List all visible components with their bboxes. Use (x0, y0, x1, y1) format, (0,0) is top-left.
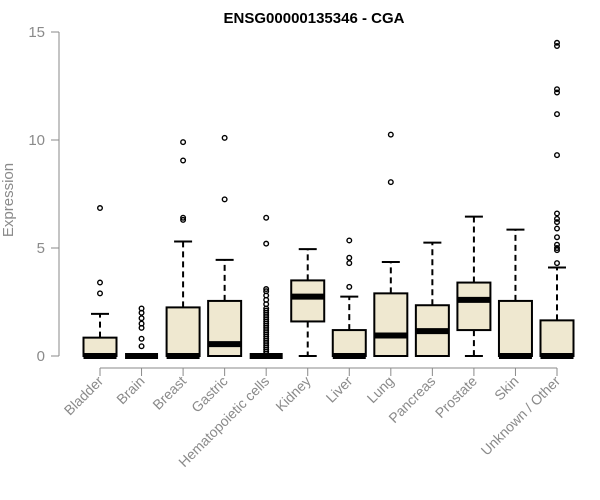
x-tick-label-breast: Breast (149, 373, 189, 413)
outlier-unknown-other-7 (554, 215, 561, 222)
outlier-brain-3 (138, 320, 145, 327)
outlier-brain-6 (138, 305, 145, 312)
box-lung (373, 131, 409, 357)
x-tick-label-unknown-other: Unknown / Other (478, 373, 564, 459)
box-kidney (290, 248, 326, 357)
box-gastric (207, 134, 243, 358)
outlier-unknown-other-3 (554, 241, 561, 248)
x-tick-label-lung: Lung (364, 373, 397, 406)
outlier-unknown-other-11 (554, 89, 561, 96)
x-tick-label-liver: Liver (323, 373, 356, 406)
outlier-lung-1 (387, 131, 394, 138)
outlier-brain-0 (138, 343, 145, 350)
outlier-bladder-0 (96, 290, 103, 297)
outlier-unknown-other-1 (554, 247, 561, 254)
outlier-unknown-other-5 (554, 225, 561, 232)
outlier-liver-3 (346, 237, 353, 244)
plot-area (82, 39, 575, 359)
box-liver (331, 237, 367, 359)
outlier-brain-4 (138, 315, 145, 322)
y-axis-label: Expression (0, 163, 17, 237)
y-tick-label-5: 5 (37, 240, 45, 257)
outlier-liver-1 (346, 260, 353, 267)
outlier-breast-2 (180, 157, 187, 164)
outlier-bladder-1 (96, 279, 103, 286)
outlier-breast-0 (180, 216, 187, 223)
outlier-liver-0 (346, 283, 353, 290)
box-hematopoietic-cells (249, 214, 283, 359)
outlier-unknown-other-13 (554, 43, 561, 50)
x-tick-label-skin: Skin (491, 373, 522, 404)
outlier-gastric-1 (221, 134, 228, 141)
box-rect-gastric (207, 299, 243, 358)
box-rect-liver (331, 329, 367, 357)
box-breast (165, 139, 201, 359)
outlier-unknown-other-12 (554, 86, 561, 93)
outlier-hematopoietic-cells-28 (263, 214, 270, 221)
box-rect-breast (165, 306, 201, 357)
box-pancreas (414, 241, 450, 357)
outlier-hematopoietic-cells-27 (263, 240, 270, 247)
outlier-unknown-other-9 (554, 152, 561, 159)
box-skin (497, 228, 533, 359)
box-rect-prostate (456, 281, 492, 332)
outlier-unknown-other-4 (554, 234, 561, 241)
outlier-unknown-other-8 (554, 210, 561, 217)
outlier-unknown-other-0 (554, 260, 561, 267)
x-tick-label-kidney: Kidney (272, 373, 314, 415)
box-rect-unknown-other (539, 319, 575, 357)
outlier-unknown-other-10 (554, 111, 561, 118)
box-rect-kidney (290, 279, 326, 323)
outlier-unknown-other-14 (554, 39, 561, 46)
box-prostate (456, 215, 492, 357)
outlier-breast-3 (180, 139, 187, 146)
x-tick-label-prostate: Prostate (432, 373, 480, 421)
y-axis: 0 5 10 15 (28, 24, 60, 365)
box-brain (125, 305, 159, 359)
outlier-hematopoietic-cells-25 (263, 288, 270, 295)
outlier-gastric-0 (221, 196, 228, 203)
outlier-hematopoietic-cells-20 (263, 307, 270, 314)
outlier-lung-0 (387, 179, 394, 186)
y-tick-label-10: 10 (28, 132, 45, 149)
chart-title: ENSG00000135346 - CGA (224, 10, 405, 27)
outlier-breast-1 (180, 214, 187, 221)
box-unknown-other (539, 39, 575, 359)
box-rect-lung (373, 292, 409, 357)
outlier-hematopoietic-cells-26 (263, 286, 270, 293)
outlier-unknown-other-2 (554, 244, 561, 251)
outlier-bladder-2 (96, 205, 103, 212)
x-tick-label-bladder: Bladder (61, 373, 107, 419)
outlier-brain-1 (138, 335, 145, 342)
box-bladder (82, 205, 118, 359)
box-rect-skin (497, 299, 533, 358)
outlier-liver-2 (346, 254, 353, 261)
x-tick-label-brain: Brain (113, 373, 147, 407)
outlier-unknown-other-6 (554, 219, 561, 226)
y-tick-label-15: 15 (28, 24, 45, 41)
y-tick-label-0: 0 (37, 348, 45, 365)
